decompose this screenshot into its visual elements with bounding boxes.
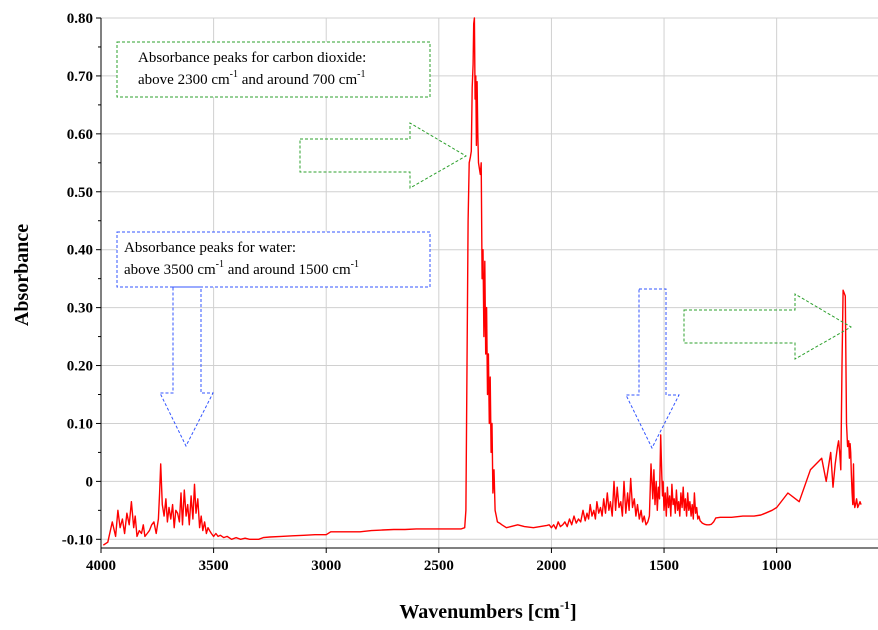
x-tick-label: 3500 bbox=[199, 558, 229, 574]
y-tick-label: 0.80 bbox=[67, 11, 93, 27]
x-tick-label: 4000 bbox=[86, 558, 116, 574]
y-tick-label: 0.20 bbox=[67, 359, 93, 375]
water-note-line2a: above 3500 cm bbox=[124, 262, 216, 278]
co2-note-line2a: above 2300 cm bbox=[138, 72, 230, 88]
co2-note-line1: Absorbance peaks for carbon dioxide: bbox=[138, 50, 366, 66]
x-tick-label: 1500 bbox=[649, 558, 679, 574]
y-tick-label: 0.70 bbox=[67, 69, 93, 85]
co2-note-line2: above 2300 cm-1 and around 700 cm-1 bbox=[138, 69, 365, 88]
y-tick-label: 0 bbox=[86, 474, 94, 490]
y-tick-label: 0.60 bbox=[67, 127, 93, 143]
x-tick-label: 2500 bbox=[424, 558, 454, 574]
water-note-line1: Absorbance peaks for water: bbox=[124, 240, 296, 256]
co2-note-box bbox=[116, 41, 431, 98]
water-note-sup1: -1 bbox=[216, 259, 224, 270]
x-axis-ticks: 4000 3500 3000 2500 2000 1500 1000 bbox=[86, 548, 792, 574]
y-axis-ticks: -0.10 0 0.10 0.20 0.30 0.40 0.50 0.60 0.70 0.80 bbox=[62, 11, 101, 548]
y-tick-label: 0.30 bbox=[67, 301, 93, 317]
x-axis-title-close: ] bbox=[570, 601, 577, 623]
x-axis-title-main: Wavenumbers [cm bbox=[399, 601, 560, 623]
co2-arrow-left-icon bbox=[299, 122, 467, 189]
x-axis-title-sup: -1 bbox=[560, 598, 570, 612]
y-tick-label: 0.10 bbox=[67, 416, 93, 432]
x-tick-label: 2000 bbox=[536, 558, 566, 574]
water-arrow-left-icon bbox=[159, 286, 214, 448]
co2-note-sup1: -1 bbox=[230, 69, 238, 80]
x-axis-title: Wavenumbers [cm-1] bbox=[399, 598, 576, 623]
y-axis-title: Absorbance bbox=[11, 224, 33, 326]
x-tick-label: 1000 bbox=[762, 558, 792, 574]
y-tick-label: -0.10 bbox=[62, 532, 93, 548]
water-note-sup2: -1 bbox=[351, 259, 359, 270]
water-arrow-right-icon bbox=[625, 288, 680, 450]
water-note-line2: above 3500 cm-1 and around 1500 cm-1 bbox=[124, 259, 359, 278]
water-note-line2b: and around 1500 cm bbox=[224, 262, 351, 278]
co2-note-line2b: and around 700 cm bbox=[238, 72, 357, 88]
absorbance-series-line bbox=[102, 17, 862, 546]
water-note-box bbox=[116, 231, 431, 288]
x-tick-label: 3000 bbox=[311, 558, 341, 574]
y-tick-label: 0.50 bbox=[67, 185, 93, 201]
co2-arrow-right-icon bbox=[683, 293, 852, 360]
y-tick-label: 0.40 bbox=[67, 243, 93, 259]
co2-note-sup2: -1 bbox=[357, 69, 365, 80]
